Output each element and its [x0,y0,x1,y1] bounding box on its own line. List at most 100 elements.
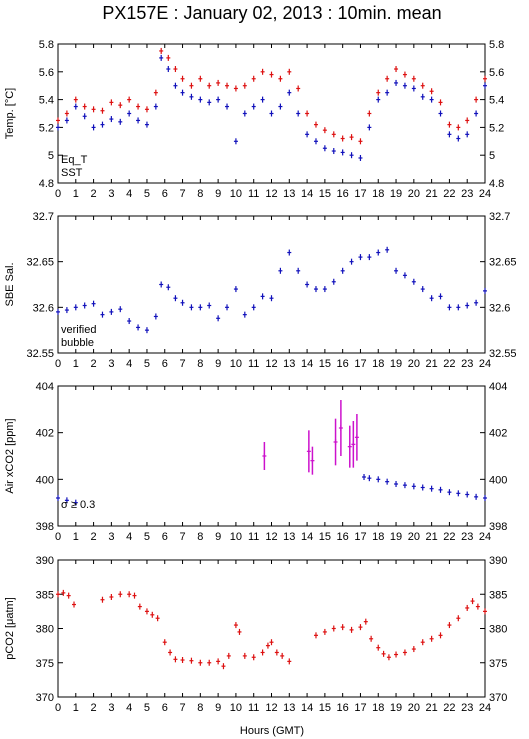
x-tick-label: 18 [372,531,384,543]
y-tick-label: 32.7 [489,211,510,223]
x-tick-label: 10 [230,188,242,200]
x-tick-label: 5 [144,358,150,370]
x-tick-label: 9 [215,531,221,543]
x-tick-label: 23 [461,188,473,200]
y-tick-label: 400 [489,474,507,486]
x-tick-label: 17 [354,188,366,200]
x-tick-label: 3 [108,358,114,370]
x-tick-label: 12 [265,358,277,370]
x-tick-label: 0 [55,702,61,714]
x-tick-label: 18 [372,188,384,200]
x-tick-label: 1 [73,702,79,714]
y-tick-label: 32.7 [33,211,54,223]
y-tick-label: 5.4 [489,95,504,107]
x-tick-label: 21 [426,702,438,714]
x-tick-label: 4 [126,702,132,714]
y-tick-label: 402 [489,428,507,440]
y-tick-label: 5.4 [39,95,54,107]
x-tick-label: 1 [73,531,79,543]
y-tick-label: 404 [36,381,54,393]
x-tick-label: 7 [179,702,185,714]
x-tick-label: 20 [408,358,420,370]
x-tick-label: 12 [265,702,277,714]
x-tick-label: 10 [230,531,242,543]
y-axis-label: SBE Sal. [4,262,16,306]
x-tick-label: 3 [108,188,114,200]
y-tick-label: 390 [36,555,54,567]
legend-entry: verified [61,324,96,336]
y-axis-label: Air xCO2 [ppm] [4,418,16,493]
y-tick-label: 32.55 [26,348,54,360]
x-tick-label: 9 [215,358,221,370]
y-tick-label: 32.55 [489,348,517,360]
x-tick-label: 11 [248,702,259,714]
x-tick-label: 12 [265,188,277,200]
y-tick-label: 5.2 [489,122,504,134]
series-1 [56,47,487,145]
x-tick-label: 4 [126,188,132,200]
plot-frame [57,385,486,527]
y-tick-label: 5 [489,150,495,162]
plot-frame [57,559,486,698]
x-tick-label: 20 [408,188,420,200]
x-tick-label: 24 [479,358,491,370]
x-tick-label: 13 [283,358,295,370]
x-tick-label: 8 [197,702,203,714]
x-tick-label: 10 [230,702,242,714]
panel-4: 0 1 2 3 4 5 6 7 8 9 10 11 12 13 14 15 16 17 18 19 20 21 22 23 24… [4,555,507,714]
x-tick-label: 22 [443,702,455,714]
x-tick-label: 23 [461,358,473,370]
x-tick-label: 22 [443,358,455,370]
x-tick-label: 11 [248,358,259,370]
y-tick-label: 385 [489,589,507,601]
y-tick-label: 32.6 [33,302,54,314]
plot-frame [57,215,486,354]
x-tick-label: 17 [354,702,366,714]
series-1 [56,474,487,506]
x-tick-label: 23 [461,531,473,543]
y-tick-label: 5.6 [489,67,504,79]
x-tick-label: 2 [91,531,97,543]
y-tick-label: 375 [36,658,54,670]
series-1 [56,246,487,334]
y-tick-label: 400 [36,474,54,486]
x-tick-label: 17 [354,358,366,370]
y-tick-label: 5.8 [39,39,54,51]
x-tick-label: 23 [461,702,473,714]
x-tick-label: 8 [197,531,203,543]
y-axis-label: pCO2 [μatm] [4,597,16,660]
chart-title: PX157E : January 02, 2013 : 10min. mean [102,3,441,23]
x-tick-label: 9 [215,188,221,200]
y-tick-label: 370 [36,692,54,704]
x-tick-label: 19 [390,188,402,200]
x-tick-label: 0 [55,188,61,200]
y-tick-label: 380 [36,624,54,636]
x-tick-label: 21 [426,188,438,200]
x-tick-label: 4 [126,531,132,543]
x-tick-label: 8 [197,358,203,370]
x-tick-label: 0 [55,531,61,543]
y-tick-label: 32.6 [489,302,510,314]
x-tick-label: 22 [443,188,455,200]
sigma-annotation: σ ≥ 0.3 [61,499,95,511]
x-tick-label: 13 [283,188,295,200]
y-tick-label: 4.8 [39,178,54,190]
x-tick-label: 14 [301,188,313,200]
y-tick-label: 5.2 [39,122,54,134]
x-tick-label: 7 [179,188,185,200]
x-tick-label: 22 [443,531,455,543]
x-tick-label: 13 [283,702,295,714]
x-tick-label: 15 [319,188,331,200]
x-tick-label: 3 [108,531,114,543]
x-tick-label: 16 [337,188,349,200]
x-tick-label: 17 [354,531,366,543]
x-tick-label: 6 [162,358,168,370]
y-tick-label: 402 [36,428,54,440]
y-tick-label: 5.6 [39,67,54,79]
x-tick-label: 10 [230,358,242,370]
x-tick-label: 2 [91,702,97,714]
panel-3: 0 1 2 3 4 5 6 7 8 9 10 11 12 13 14 15 16 17 18 19 20 21 22 23 24… [4,381,507,543]
x-tick-label: 4 [126,358,132,370]
x-tick-label: 6 [162,531,168,543]
x-tick-label: 2 [91,358,97,370]
